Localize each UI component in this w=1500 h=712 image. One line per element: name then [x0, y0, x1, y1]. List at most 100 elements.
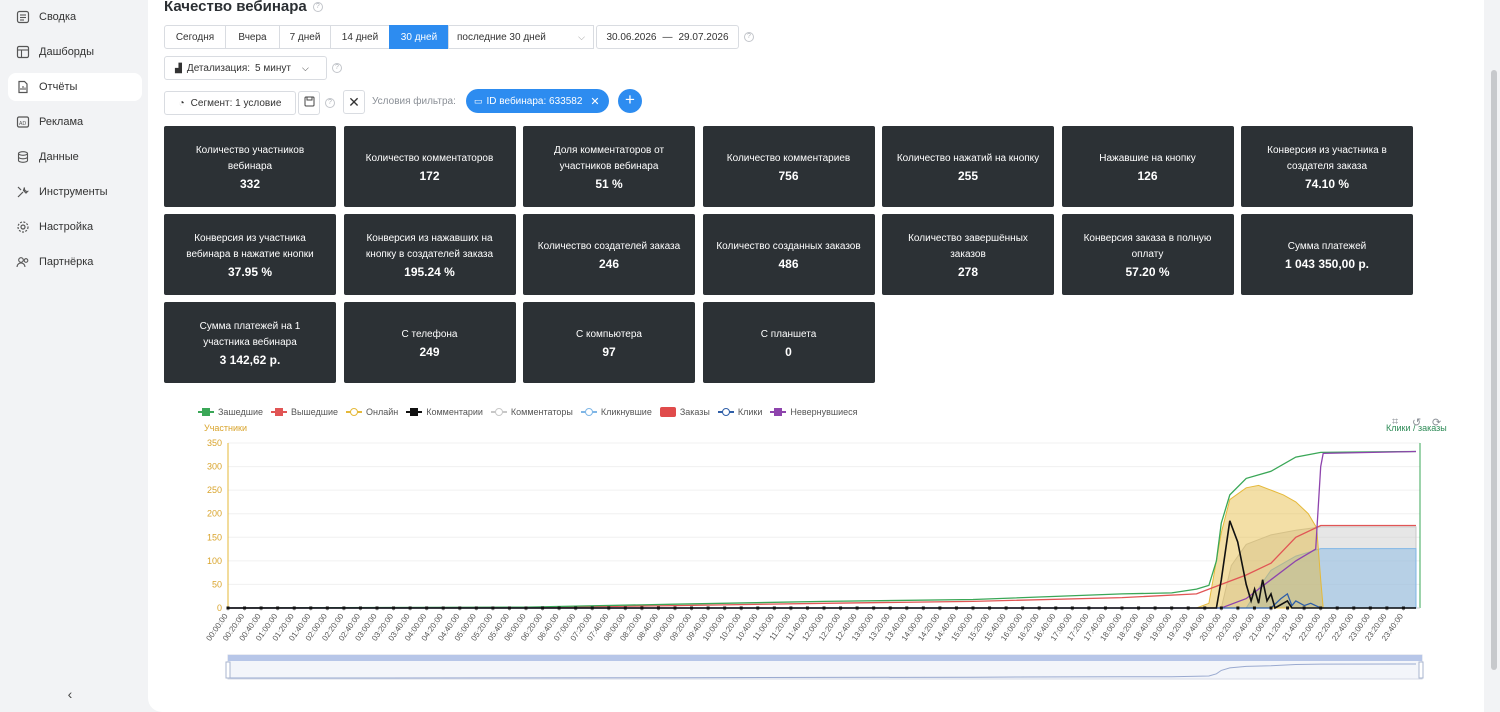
- sidebar-item-partners[interactable]: Партнёрка: [8, 248, 142, 276]
- sidebar-item-label: Сводка: [39, 11, 77, 23]
- chevron-down-icon: ⌵: [578, 31, 585, 42]
- help-icon[interactable]: ?: [312, 2, 323, 13]
- zoom-icon[interactable]: ⌗: [1392, 416, 1399, 428]
- date-30days-button[interactable]: 30 дней: [389, 25, 449, 49]
- kpi-label: С телефона: [401, 328, 458, 340]
- comment-marker: [1021, 606, 1025, 610]
- comment-marker: [756, 606, 760, 610]
- legend-item[interactable]: Кликнувшие: [580, 407, 652, 417]
- series-line: [227, 450, 1417, 609]
- kpi-value: 1 043 350,00 р.: [1284, 256, 1370, 271]
- legend-item[interactable]: Заказы: [659, 407, 710, 417]
- comment-marker: [474, 606, 478, 610]
- comment-marker: [276, 606, 280, 610]
- sidebar-item-summary[interactable]: Сводка: [8, 3, 142, 31]
- comment-marker: [243, 606, 247, 610]
- y-tick-label: 200: [207, 509, 222, 519]
- comment-marker: [491, 606, 495, 610]
- comment-marker: [905, 606, 909, 610]
- legend-label: Клики: [737, 407, 763, 417]
- kpi-label: Сумма платежей на 1 участника вебинара: [199, 320, 301, 348]
- partners-icon: [16, 255, 30, 269]
- sidebar-item-ads[interactable]: AD Реклама: [8, 108, 142, 136]
- comment-marker: [1037, 606, 1041, 610]
- zoom-slider-preview: [227, 663, 1417, 679]
- period-select[interactable]: последние 30 дней ⌵: [448, 25, 594, 49]
- restore-icon[interactable]: ⟳: [1432, 417, 1442, 429]
- save-segment-button[interactable]: [298, 91, 320, 115]
- comment-marker: [574, 606, 578, 610]
- comment-marker: [325, 606, 329, 610]
- kpi-card: Сумма платежей 1 043 350,00 р.: [1241, 214, 1413, 295]
- y2-axis-title: Клики / заказы: [1386, 423, 1447, 433]
- date-today-button[interactable]: Сегодня: [164, 25, 226, 49]
- help-icon[interactable]: ?: [744, 32, 754, 42]
- date-yesterday-button[interactable]: Вчера: [225, 25, 280, 49]
- kpi-value: 255: [957, 168, 979, 183]
- sidebar-item-tools[interactable]: Инструменты: [8, 178, 142, 206]
- help-icon[interactable]: ?: [325, 98, 335, 108]
- y-tick-label: 300: [207, 462, 222, 472]
- legend-item[interactable]: Онлайн: [346, 407, 398, 417]
- kpi-label: Количество комментариев: [726, 152, 851, 164]
- series-area: [1196, 484, 1324, 609]
- legend-item[interactable]: Вышедшие: [270, 407, 338, 417]
- period-select-value: последние 30 дней: [457, 31, 546, 43]
- detail-label: Детализация:: [186, 62, 251, 74]
- clear-filter-button[interactable]: ✕: [343, 90, 365, 114]
- kpi-label: Количество создателей заказа: [537, 240, 681, 252]
- collapse-sidebar-button[interactable]: ‹: [67, 686, 73, 702]
- series-line: [228, 520, 1416, 610]
- segment-button[interactable]: ◔ Сегмент: 1 условие: [164, 91, 296, 115]
- reset-zoom-icon[interactable]: ↺: [1412, 417, 1422, 429]
- date-7days-button[interactable]: 7 дней: [279, 25, 331, 49]
- legend-item[interactable]: Зашедшие: [198, 407, 263, 417]
- sidebar-item-settings[interactable]: Настройка: [8, 213, 142, 241]
- legend-label: Заказы: [679, 407, 710, 417]
- close-icon[interactable]: ✕: [590, 95, 600, 108]
- dashboard-icon: [16, 45, 30, 59]
- kpi-value: 278: [957, 264, 979, 279]
- kpi-label: Конверсия заказа в полную оплату: [1083, 232, 1212, 260]
- comment-marker: [706, 606, 710, 610]
- add-filter-button[interactable]: +: [618, 89, 642, 113]
- date-14days-button[interactable]: 14 дней: [330, 25, 390, 49]
- kpi-value: 172: [419, 168, 440, 183]
- comment-marker: [1319, 606, 1323, 610]
- sidebar-item-data[interactable]: Данные: [8, 143, 142, 171]
- sidebar-item-dashboards[interactable]: Дашборды: [8, 38, 142, 66]
- comment-marker: [690, 606, 694, 610]
- comment-marker: [607, 606, 611, 610]
- comment-marker: [1004, 606, 1008, 610]
- kpi-value: 0: [785, 344, 792, 359]
- scrollbar[interactable]: [1491, 70, 1497, 670]
- kpi-card: Количество участников вебинара 332: [164, 126, 336, 207]
- kpi-card: С планшета 0: [702, 302, 875, 383]
- kpi-value: 51 %: [595, 176, 623, 191]
- kpi-card: Количество нажатий на кнопку 255: [882, 126, 1054, 207]
- date-range-picker[interactable]: 30.06.2026 — 29.07.2026: [596, 25, 739, 49]
- sidebar-item-label: Данные: [39, 151, 79, 163]
- filter-chip[interactable]: ▭ ID вебинара: 633582 ✕: [466, 89, 609, 113]
- legend-item[interactable]: Невернувшиеся: [770, 407, 857, 417]
- help-icon[interactable]: ?: [332, 63, 342, 73]
- kpi-card: Количество созданных заказов 486: [702, 214, 875, 295]
- ads-icon: AD: [16, 115, 30, 129]
- legend-item[interactable]: Комментаторы: [490, 407, 573, 417]
- kpi-label: Количество участников вебинара: [195, 144, 305, 172]
- comment-marker: [458, 606, 462, 610]
- comment-marker: [640, 606, 644, 610]
- filter-chip-label: ID вебинара: 633582: [486, 95, 583, 107]
- comment-marker: [938, 606, 942, 610]
- sidebar-item-reports[interactable]: Отчёты: [8, 73, 142, 101]
- svg-text:AD: AD: [19, 121, 26, 127]
- kpi-card: Доля комментаторов от участников вебинар…: [523, 126, 695, 207]
- comment-marker: [590, 606, 594, 610]
- kpi-label: Количество завершённых заказов: [908, 232, 1028, 260]
- legend-item[interactable]: Комментарии: [406, 407, 483, 417]
- legend-marker: [770, 407, 787, 417]
- kpi-label: Конверсия из нажавших на кнопку в создат…: [365, 232, 494, 260]
- kpi-card: С телефона 249: [343, 302, 516, 383]
- detail-select[interactable]: ▟ Детализация: 5 минут ⌵: [164, 56, 327, 80]
- legend-item[interactable]: Клики: [717, 407, 763, 417]
